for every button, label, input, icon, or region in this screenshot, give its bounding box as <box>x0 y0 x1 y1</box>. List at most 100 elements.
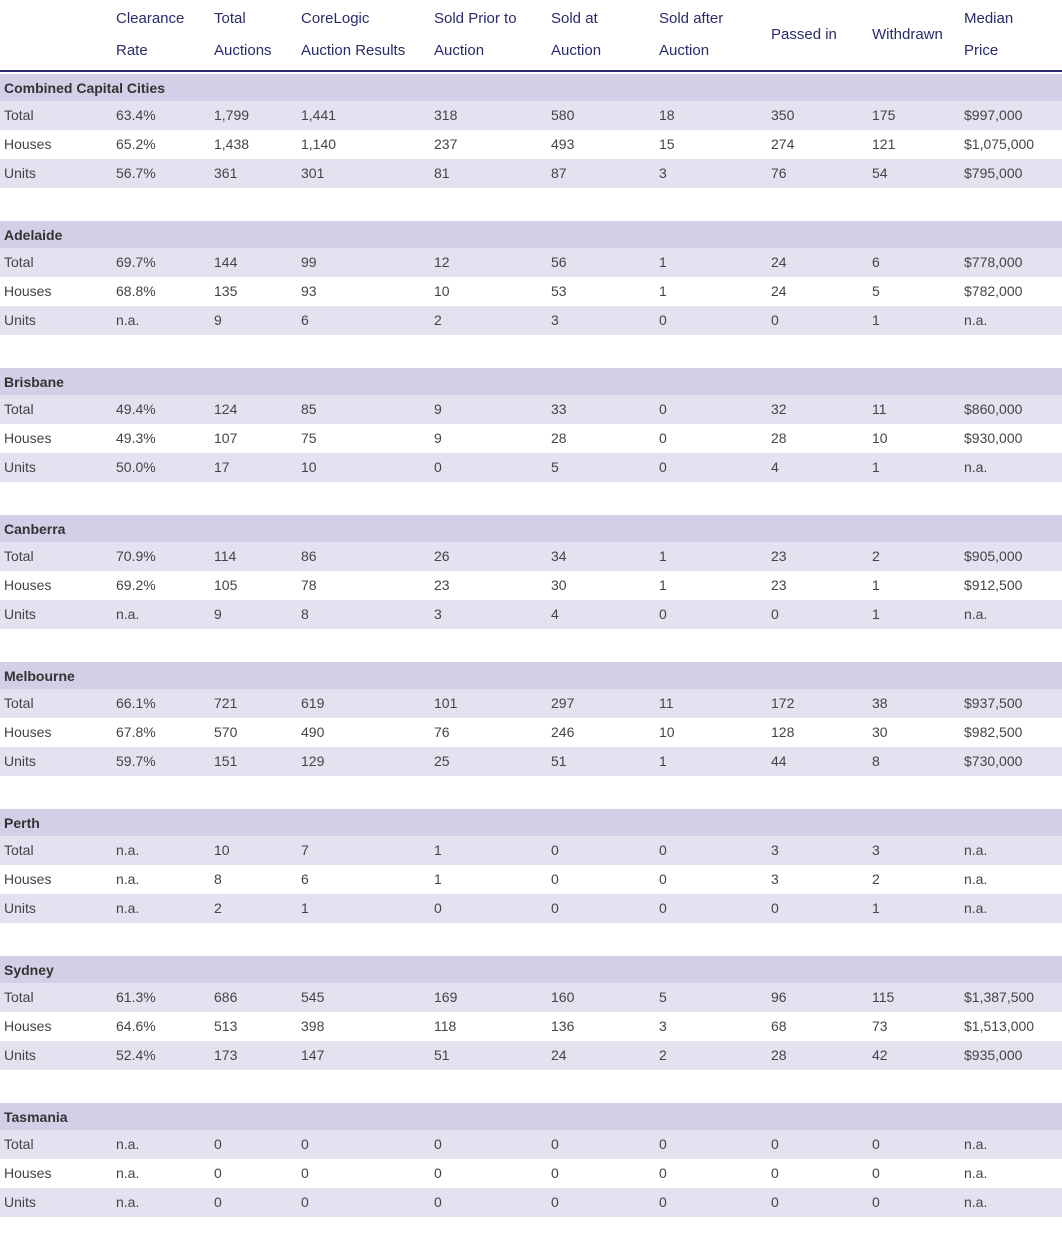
row-label: Units <box>4 1047 36 1063</box>
table-cell: 1,438 <box>214 136 250 152</box>
table-cell: 5 <box>551 459 559 475</box>
row-label: Units <box>4 606 36 622</box>
table-cell: 65.2% <box>116 136 156 152</box>
table-cell: $912,500 <box>964 577 1023 593</box>
table-cell: 101 <box>434 695 458 711</box>
table-cell: 28 <box>551 430 567 446</box>
table-cell: 63.4% <box>116 107 156 123</box>
table-cell: 18 <box>659 107 675 123</box>
table-cell: 59.7% <box>116 753 156 769</box>
table-cell: 75 <box>301 430 317 446</box>
row-label: Total <box>4 401 34 417</box>
table-cell: n.a. <box>964 1165 988 1181</box>
header-line: Passed in <box>771 26 837 43</box>
table-cell: 1 <box>659 577 667 593</box>
table-cell: 1 <box>659 254 667 270</box>
table-cell: 8 <box>214 871 222 887</box>
table-cell: 11 <box>659 695 674 711</box>
table-cell: 129 <box>301 753 325 769</box>
table-cell: 107 <box>214 430 238 446</box>
table-cell: 513 <box>214 1018 238 1034</box>
table-cell: 64.6% <box>116 1018 156 1034</box>
table-cell: 0 <box>301 1136 309 1152</box>
table-row: Total n.a. 10 7 1 0 0 3 3 n.a. <box>0 836 1062 865</box>
table-cell: 169 <box>434 989 458 1005</box>
table-cell: 2 <box>659 1047 667 1063</box>
header-line: Total <box>214 10 246 27</box>
table-cell: n.a. <box>116 842 140 858</box>
table-cell: 297 <box>551 695 575 711</box>
table-cell: 1 <box>659 753 667 769</box>
table-row: Total 70.9% 114 86 26 34 1 23 2 $905,000 <box>0 542 1062 571</box>
table-cell: 0 <box>434 1165 442 1181</box>
section-title: Brisbane <box>0 368 1062 395</box>
table-cell: 30 <box>872 724 888 740</box>
row-label: Total <box>4 989 34 1005</box>
table-cell: 0 <box>659 430 667 446</box>
table-cell: 0 <box>659 900 667 916</box>
table-cell: 721 <box>214 695 238 711</box>
table-cell: n.a. <box>116 1194 140 1210</box>
section-title: Melbourne <box>0 662 1062 689</box>
table-cell: 76 <box>434 724 450 740</box>
table-cell: 136 <box>551 1018 575 1034</box>
table-row: Houses 69.2% 105 78 23 30 1 23 1 $912,500 <box>0 571 1062 600</box>
table-cell: 2 <box>872 871 880 887</box>
table-cell: 24 <box>771 283 787 299</box>
table-cell: 86 <box>301 548 317 564</box>
table-cell: 70.9% <box>116 548 156 564</box>
section-title: Tasmania <box>0 1103 1062 1130</box>
table-cell: 0 <box>771 606 779 622</box>
table-cell: 0 <box>659 312 667 328</box>
table-row: Houses n.a. 0 0 0 0 0 0 0 n.a. <box>0 1159 1062 1188</box>
table-cell: 7 <box>301 842 309 858</box>
table-cell: 493 <box>551 136 575 152</box>
row-label: Units <box>4 459 36 475</box>
table-cell: 68.8% <box>116 283 156 299</box>
section-title: Canberra <box>0 515 1062 542</box>
row-label: Total <box>4 1136 34 1152</box>
table-body: Combined Capital Cities Total 63.4% 1,799 1,… <box>0 74 1062 1248</box>
table-cell: 0 <box>659 401 667 417</box>
table-cell: 0 <box>551 1194 559 1210</box>
table-cell: 0 <box>771 900 779 916</box>
table-cell: 173 <box>214 1047 238 1063</box>
row-label: Total <box>4 842 34 858</box>
table-cell: 0 <box>659 842 667 858</box>
table-row: Houses 64.6% 513 398 118 136 3 68 73 $1,513,000 <box>0 1012 1062 1041</box>
table-cell: 114 <box>214 548 237 564</box>
table-cell: 0 <box>659 606 667 622</box>
table-cell: 9 <box>214 606 222 622</box>
column-header: Withdrawn <box>872 0 964 70</box>
header-line: Auction <box>434 42 485 59</box>
table-cell: 0 <box>872 1136 880 1152</box>
table-row: Units n.a. 0 0 0 0 0 0 0 n.a. <box>0 1188 1062 1217</box>
table-cell: 54 <box>872 165 888 181</box>
table-cell: $782,000 <box>964 283 1023 299</box>
table-cell: 24 <box>771 254 787 270</box>
table-cell: 73 <box>872 1018 888 1034</box>
auction-table: Clearance Rate Total Auctions CoreLogic Aucti… <box>0 0 1062 1217</box>
section-title: Sydney <box>0 956 1062 983</box>
row-label: Houses <box>4 871 52 887</box>
table-cell: n.a. <box>964 871 988 887</box>
table-cell: 0 <box>771 312 779 328</box>
table-cell: 5 <box>659 989 667 1005</box>
table-cell: 8 <box>872 753 880 769</box>
table-cell: 0 <box>214 1165 222 1181</box>
table-cell: 15 <box>659 136 675 152</box>
header-line: Sold after <box>659 10 724 27</box>
table-cell: n.a. <box>964 1194 988 1210</box>
table-cell: 0 <box>551 871 559 887</box>
table-row: Total 63.4% 1,799 1,441 318 580 18 350 175 $997,0… <box>0 101 1062 130</box>
header-line: Withdrawn <box>872 26 943 43</box>
table-cell: 1 <box>434 871 442 887</box>
column-header: Sold after Auction <box>659 0 771 70</box>
table-cell: 9 <box>214 312 222 328</box>
table-cell: n.a. <box>116 312 140 328</box>
table-row: Total 61.3% 686 545 169 160 5 96 115 $1,387,500 <box>0 983 1062 1012</box>
table-cell: 1 <box>301 900 309 916</box>
table-row: Total 66.1% 721 619 101 297 11 172 38 $937,500 <box>0 689 1062 718</box>
table-cell: 1 <box>659 283 667 299</box>
table-cell: 9 <box>434 401 442 417</box>
